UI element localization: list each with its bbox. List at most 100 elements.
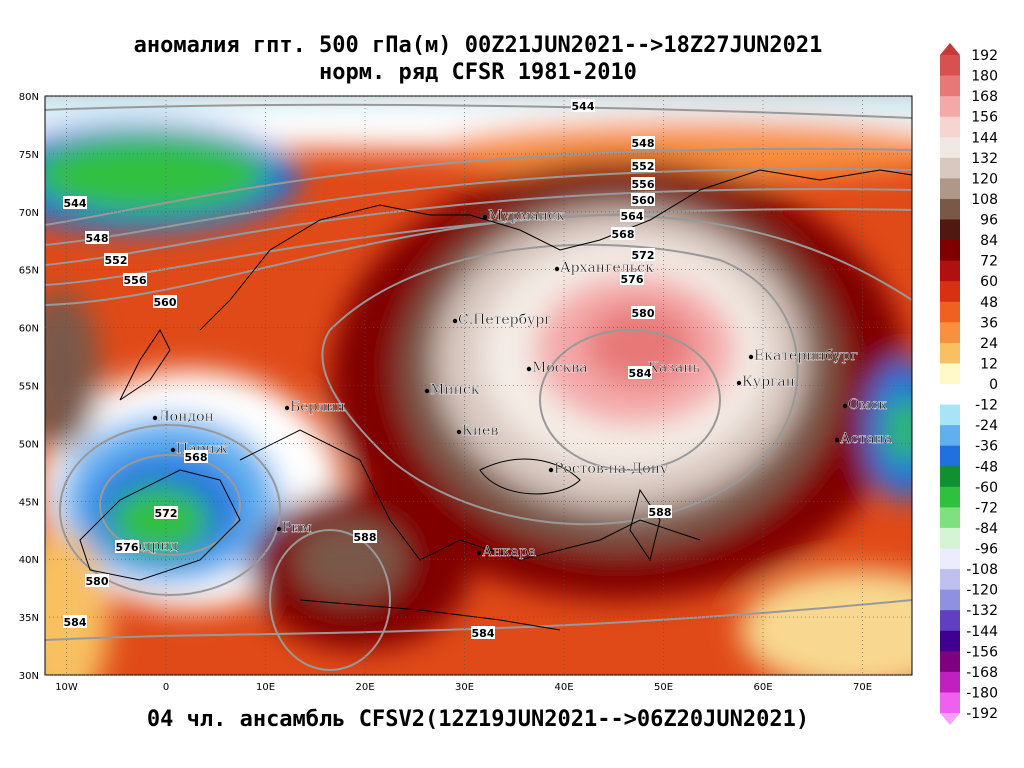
graticule bbox=[45, 95, 912, 676]
contour-label-box bbox=[104, 253, 128, 266]
colorbar-label: 144 bbox=[971, 130, 998, 146]
contour-label: 568 bbox=[185, 451, 208, 464]
colorbar-label: -180 bbox=[966, 685, 998, 701]
city-dot bbox=[842, 403, 848, 409]
contour-label: 584 bbox=[64, 616, 87, 629]
colorbar-label: -84 bbox=[975, 521, 998, 537]
cities: Мурманск Архангельск С.Петербург Москва … bbox=[114, 208, 892, 560]
contour-label: 560 bbox=[632, 194, 655, 207]
colorbar-swatch bbox=[940, 589, 960, 611]
contour-label-box bbox=[631, 177, 655, 190]
city: Лондон bbox=[158, 409, 214, 425]
colorbar-label: 96 bbox=[980, 213, 998, 229]
city-dot bbox=[456, 429, 462, 435]
title: аномалия гпт. 500 гПа(м) 00Z21JUN2021-->… bbox=[134, 33, 823, 58]
city-dot bbox=[748, 354, 754, 360]
colorbar-swatch bbox=[940, 507, 960, 529]
colorbar-swatch bbox=[940, 610, 960, 632]
colorbar-swatch bbox=[940, 260, 960, 282]
contour-label: 584 bbox=[629, 367, 652, 380]
contour-label-box bbox=[115, 540, 139, 553]
city-dot bbox=[554, 266, 560, 272]
colorbar-label: 0 bbox=[989, 377, 998, 393]
city: Ростов-на-Дону bbox=[554, 461, 669, 477]
city-dot bbox=[424, 388, 430, 394]
colorbar-label: -108 bbox=[966, 562, 998, 578]
colorbar-swatch bbox=[940, 96, 960, 118]
colorbar-swatch bbox=[940, 569, 960, 591]
lon-label: 30E bbox=[455, 682, 474, 693]
city-dot bbox=[548, 467, 554, 473]
contour-label: 560 bbox=[154, 296, 177, 309]
lat-label: 35N bbox=[19, 613, 39, 624]
colorbar-swatch bbox=[940, 445, 960, 467]
colorbar-swatch bbox=[940, 342, 960, 364]
contour-label: 588 bbox=[354, 531, 377, 544]
contour-label-box bbox=[154, 506, 178, 519]
colorbar-swatch bbox=[940, 281, 960, 303]
lon-label: 50E bbox=[654, 682, 673, 693]
lat-label: 65N bbox=[19, 266, 39, 277]
contour-label-box bbox=[184, 450, 208, 463]
colorbar-label: 36 bbox=[980, 315, 998, 331]
lon-label: 70E bbox=[853, 682, 872, 693]
contour-label: 544 bbox=[572, 100, 595, 113]
colorbar-swatch bbox=[940, 240, 960, 262]
city-dot bbox=[834, 437, 840, 443]
colorbar-label: 132 bbox=[971, 151, 998, 167]
lat-label: 50N bbox=[19, 439, 39, 450]
contour-label-box bbox=[631, 193, 655, 206]
colorbar-label: 120 bbox=[971, 171, 998, 187]
contour-label-box bbox=[153, 295, 177, 308]
city: Казань bbox=[648, 360, 700, 376]
contour-label: 556 bbox=[124, 274, 147, 287]
colorbar-label: 180 bbox=[971, 69, 998, 85]
colorbar-label: -48 bbox=[975, 459, 998, 475]
contour-label: 572 bbox=[632, 249, 655, 262]
colorbar-swatch bbox=[940, 137, 960, 159]
contour-label: 572 bbox=[155, 507, 178, 520]
contour-label-box bbox=[123, 273, 147, 286]
contour-label: 580 bbox=[86, 575, 109, 588]
lat-label: 70N bbox=[19, 208, 39, 219]
colorbar-swatch bbox=[940, 219, 960, 241]
colorbar-label: -24 bbox=[975, 418, 998, 434]
colorbar-label: 192 bbox=[971, 48, 998, 64]
lon-label: 20E bbox=[355, 682, 374, 693]
colorbar-label: 84 bbox=[980, 233, 998, 249]
colorbar-label: 60 bbox=[980, 274, 998, 290]
contour-label: 548 bbox=[86, 232, 109, 245]
city: Рим bbox=[282, 520, 312, 536]
city-dot bbox=[276, 526, 282, 532]
colorbar-swatch bbox=[940, 425, 960, 447]
city: Мурманск bbox=[488, 208, 565, 224]
colorbar-swatch bbox=[940, 198, 960, 220]
lat-label: 30N bbox=[19, 671, 39, 682]
colorbar-swatch bbox=[940, 630, 960, 652]
colorbar-label: 12 bbox=[980, 356, 998, 372]
lon-label: 10E bbox=[256, 682, 275, 693]
contour-label-box bbox=[628, 366, 652, 379]
colorbar-label: 108 bbox=[971, 192, 998, 208]
colorbar-label: -192 bbox=[966, 706, 998, 722]
city-dot bbox=[284, 405, 290, 411]
contour-label-box bbox=[631, 159, 655, 172]
lon-label: 0 bbox=[163, 682, 169, 693]
lat-label: 40N bbox=[19, 555, 39, 566]
colorbar-swatch bbox=[940, 322, 960, 344]
colorbar-swatch bbox=[940, 671, 960, 693]
city-dot bbox=[736, 380, 742, 386]
contour-label: 584 bbox=[472, 627, 495, 640]
colorbar-swatch bbox=[940, 527, 960, 549]
colorbar-swatch bbox=[940, 692, 960, 714]
lat-label: 60N bbox=[19, 324, 39, 335]
contour-label: 580 bbox=[632, 307, 655, 320]
axis-labels: 80N 75N 70N 65N 60N 55N 50N 45N 40N 35N 30N 10W 0 10E… bbox=[19, 92, 872, 693]
contour-label-box bbox=[571, 99, 595, 112]
colorbar-swatch bbox=[940, 486, 960, 508]
contour-label: 548 bbox=[632, 137, 655, 150]
colorbar-swatch bbox=[940, 157, 960, 179]
city: Минск bbox=[430, 382, 480, 398]
contour-label: 576 bbox=[621, 273, 644, 286]
